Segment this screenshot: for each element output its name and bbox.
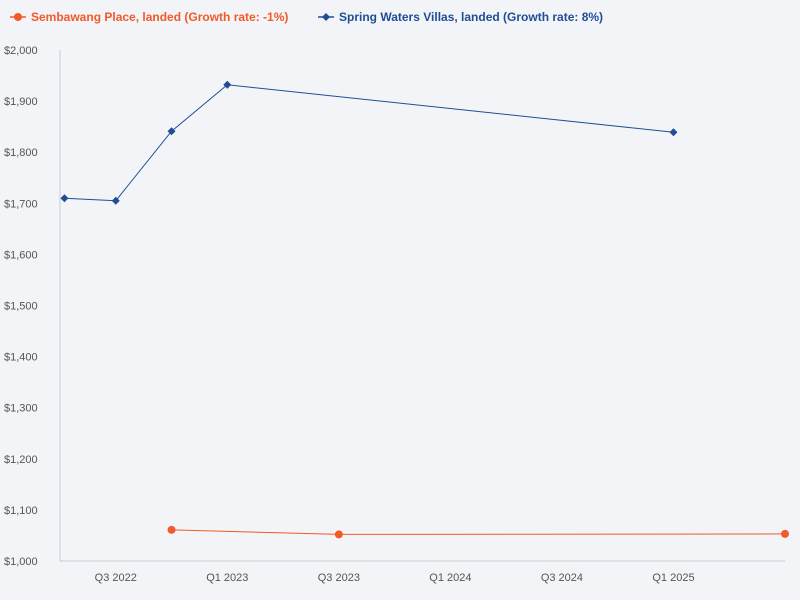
legend-label: Spring Waters Villas, landed (Growth rat… <box>339 10 603 24</box>
data-point[interactable] <box>669 128 678 137</box>
x-tick-labels: Q3 2022 Q1 2023 Q3 2023 Q1 2024 Q3 2024 Q1 20… <box>95 572 695 584</box>
legend: Sembawang Place, landed (Growth rate: -1… <box>10 10 603 24</box>
y-tick-labels: $1,000 $1,100 $1,200 $1,300 $1,400 $1,500 $1,6… <box>4 45 38 568</box>
y-tick-label: $1,800 <box>4 147 38 159</box>
legend-item[interactable]: Sembawang Place, landed (Growth rate: -1… <box>10 10 288 24</box>
data-point[interactable] <box>111 196 120 205</box>
y-tick-label: $1,400 <box>4 352 38 364</box>
data-point[interactable] <box>60 194 69 203</box>
y-tick-label: $1,300 <box>4 403 38 415</box>
x-tick-label: Q1 2024 <box>429 572 471 584</box>
series-0 <box>167 525 789 539</box>
x-tick-label: Q3 2022 <box>95 572 137 584</box>
x-tick-label: Q3 2024 <box>541 572 583 584</box>
series-line <box>64 84 674 202</box>
series-1 <box>60 80 678 205</box>
y-tick-label: $1,700 <box>4 198 38 210</box>
axes: $1,000 $1,100 $1,200 $1,300 $1,400 $1,500 $1,6… <box>4 45 785 584</box>
x-tick-label: Q3 2023 <box>318 572 360 584</box>
data-point[interactable] <box>223 80 232 89</box>
y-tick-label: $1,000 <box>4 556 38 568</box>
y-tick-label: $1,200 <box>4 454 38 466</box>
legend-marker <box>14 13 22 21</box>
legend-marker <box>322 13 330 21</box>
y-tick-label: $1,100 <box>4 505 38 517</box>
legend-item[interactable]: Spring Waters Villas, landed (Growth rat… <box>318 10 603 24</box>
y-tick-label: $1,600 <box>4 249 38 261</box>
data-point[interactable] <box>167 525 176 534</box>
data-point[interactable] <box>167 127 176 136</box>
y-tick-label: $1,900 <box>4 96 38 108</box>
legend-label: Sembawang Place, landed (Growth rate: -1… <box>31 10 288 24</box>
data-point[interactable] <box>781 529 789 538</box>
series-layer <box>60 80 789 539</box>
y-tick-label: $2,000 <box>4 45 38 57</box>
y-tick-label: $1,500 <box>4 301 38 313</box>
series-line <box>171 529 786 535</box>
data-point[interactable] <box>334 530 343 539</box>
x-tick-label: Q1 2023 <box>206 572 248 584</box>
x-tick-label: Q1 2025 <box>652 572 694 584</box>
